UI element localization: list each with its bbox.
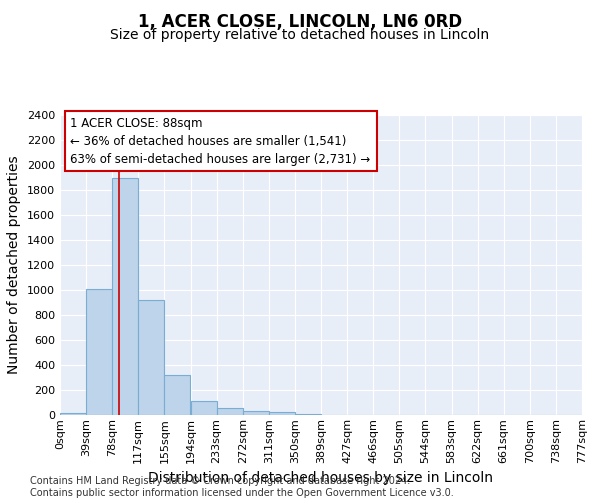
Text: 1, ACER CLOSE, LINCOLN, LN6 0RD: 1, ACER CLOSE, LINCOLN, LN6 0RD: [138, 12, 462, 30]
Bar: [217, 408, 242, 415]
Bar: [191, 401, 217, 415]
Text: 1 ACER CLOSE: 88sqm
← 36% of detached houses are smaller (1,541)
63% of semi-det: 1 ACER CLOSE: 88sqm ← 36% of detached ho…: [70, 116, 371, 166]
Bar: [112, 178, 138, 415]
Bar: [242, 410, 269, 415]
Text: Size of property relative to detached houses in Lincoln: Size of property relative to detached ho…: [110, 28, 490, 42]
Bar: [295, 414, 321, 415]
Text: Contains HM Land Registry data © Crown copyright and database right 2024.
Contai: Contains HM Land Registry data © Crown c…: [30, 476, 454, 498]
Bar: [86, 289, 112, 415]
Bar: [269, 412, 295, 415]
Y-axis label: Number of detached properties: Number of detached properties: [7, 156, 22, 374]
Bar: [60, 412, 86, 415]
X-axis label: Distribution of detached houses by size in Lincoln: Distribution of detached houses by size …: [149, 471, 493, 485]
Bar: [164, 375, 190, 415]
Bar: [139, 300, 164, 415]
